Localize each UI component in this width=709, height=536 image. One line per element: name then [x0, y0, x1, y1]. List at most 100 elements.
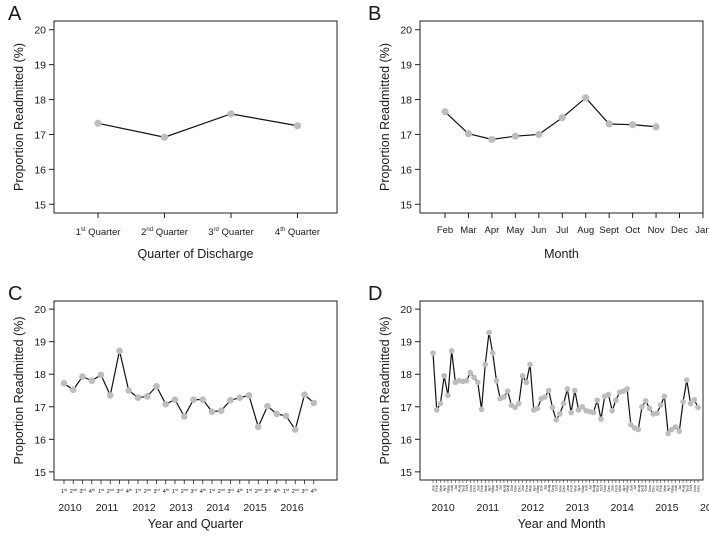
data-point [441, 108, 449, 116]
y-tick-label: 19 [34, 60, 46, 72]
x-tick-label: Nov [468, 485, 473, 492]
year-label: 2012 [521, 502, 545, 514]
x-tick-label: 2nd [70, 488, 77, 495]
data-point [598, 416, 604, 422]
data-point [519, 373, 526, 379]
series-line [97, 113, 298, 138]
tick-sup: st [64, 488, 67, 492]
data-point [190, 396, 197, 403]
y-tick-label: 17 [34, 129, 46, 141]
x-tick-label: Feb [569, 484, 574, 492]
x-tick-label: Oct [643, 484, 648, 491]
year-label: 2014 [206, 502, 230, 514]
tick-sup: nd [295, 488, 299, 492]
x-tick-label: Nov [647, 485, 652, 492]
year-label: 2014 [610, 502, 634, 514]
x-tick-label: Jan [654, 485, 659, 491]
tick-num: 1 [76, 227, 81, 238]
y-axis-title: Proportion Readmitted (%) [378, 43, 392, 191]
data-point [79, 373, 86, 380]
tick-sup: nd [221, 488, 225, 492]
x-tick-label: 4th [311, 488, 317, 495]
x-tick-label: Jun [584, 485, 589, 491]
x-tick-label: Dec [696, 485, 701, 492]
data-point [535, 130, 543, 139]
tick-sup: th [240, 488, 243, 492]
year-label: 2011 [96, 502, 119, 514]
data-point [467, 369, 474, 376]
y-tick-label: 16 [400, 434, 412, 446]
data-point [97, 371, 105, 379]
data-point [441, 373, 447, 379]
data-point [171, 396, 179, 403]
y-tick-label: 15 [34, 467, 46, 479]
tick-sup: st [212, 488, 215, 492]
x-tick-label: May [445, 485, 450, 493]
tick-num: 1 [98, 489, 101, 495]
x-tick-label: Sep [595, 484, 600, 492]
data-point [605, 120, 613, 128]
data-point [572, 387, 578, 394]
tick-sup: nd [146, 227, 153, 233]
data-point [463, 377, 470, 384]
x-tick-label: Jun [449, 485, 454, 491]
x-tick-label: Aug [577, 225, 594, 236]
tick-sup: nd [258, 488, 262, 492]
x-tick-label: Feb [434, 484, 439, 492]
data-point [478, 406, 485, 413]
data-point [160, 133, 169, 141]
data-point [639, 403, 645, 410]
x-tick-label: Sep [640, 484, 645, 492]
x-tick-label: Mar [572, 484, 577, 492]
series-line [63, 350, 315, 431]
tick-num: 1 [246, 489, 249, 495]
x-tick-label: 4th [274, 488, 280, 495]
year-label: 2016 [280, 502, 304, 514]
plot-frame [53, 20, 338, 214]
tick-num: 2 [292, 489, 295, 495]
tick-sup: nd [110, 488, 114, 492]
tick-sup: th [129, 488, 132, 492]
panel-letter: C [8, 283, 22, 305]
x-axis-title: Month [544, 247, 579, 261]
year-label: 2012 [132, 502, 156, 514]
data-point [430, 350, 436, 356]
data-point [293, 122, 302, 130]
tick-sup: nd [147, 488, 151, 492]
tick-sup: th [166, 488, 169, 492]
year-label: 2010 [431, 502, 455, 514]
x-tick-label: Jul [453, 485, 458, 490]
data-point [545, 387, 552, 394]
x-tick-label: 2nd [144, 488, 151, 495]
x-tick-label: Apr [621, 484, 626, 491]
data-point [582, 94, 590, 102]
panel-letter: A [8, 3, 22, 25]
x-axis-title: Year and Quarter [148, 517, 243, 531]
x-tick-label: 1st [283, 488, 289, 495]
data-point [613, 397, 619, 404]
x-tick-label: Feb [437, 225, 453, 236]
y-tick-label: 17 [400, 129, 412, 141]
x-tick-label: 2nd [218, 488, 225, 495]
data-point [474, 379, 481, 386]
data-point [486, 329, 492, 336]
tick-num: 1 [209, 489, 212, 495]
x-tick-label: Dec [472, 485, 477, 492]
y-tick-label: 20 [400, 304, 412, 316]
data-point [88, 377, 96, 385]
x-tick-label: Dec [516, 485, 521, 492]
x-tick-label: Jan [565, 485, 570, 491]
tick-num: 4 [89, 489, 92, 495]
plot-frame [419, 20, 704, 214]
data-point [680, 399, 686, 405]
x-tick-label: 4th [126, 488, 132, 495]
tick-num: 3 [79, 489, 82, 495]
x-tick-label: 2nd Quarter [141, 227, 188, 238]
tick-num: 3 [116, 489, 119, 495]
panel-letter: B [368, 3, 381, 25]
x-tick-label: May [535, 485, 540, 493]
tick-num: 2 [255, 489, 258, 495]
x-tick-label: 4th Quarter [275, 227, 320, 238]
data-point [493, 377, 500, 384]
